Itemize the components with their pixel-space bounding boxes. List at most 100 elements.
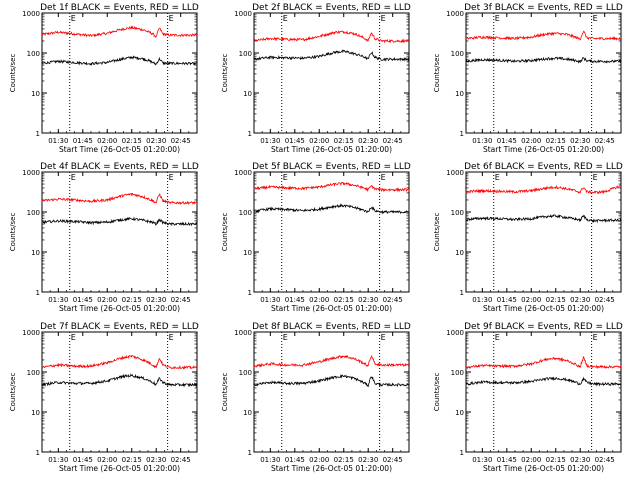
series-line-lld [253, 30, 410, 44]
x-tick-label: 01:45 [497, 296, 517, 304]
chart-panel-4: Det 4f BLACK = Events, RED = LLD Counts/s… [9, 162, 199, 313]
plot-frame [465, 12, 622, 134]
y-tick-label: 10 [243, 90, 252, 98]
chart-panel-1: Det 1f BLACK = Events, RED = LLD Counts/s… [9, 3, 199, 154]
event-marker-label: E [593, 333, 598, 342]
chart-title: Det 1f BLACK = Events, RED = LLD [40, 3, 199, 13]
chart-title: Det 4f BLACK = Events, RED = LLD [40, 162, 199, 172]
x-tick-label: 01:30 [472, 296, 492, 304]
plot-frame [41, 12, 198, 134]
chart-panel-6: Det 6f BLACK = Events, RED = LLD Counts/s… [433, 162, 623, 313]
x-tick-label: 01:45 [73, 137, 93, 145]
y-tick-label: 1000 [446, 329, 464, 337]
y-axis-label: Counts/sec [221, 54, 229, 93]
series-line-events [42, 216, 198, 227]
y-tick-label: 10 [455, 409, 464, 417]
x-tick-label: 02:00 [309, 137, 329, 145]
x-tick-label: 02:45 [171, 137, 191, 145]
x-tick-label: 02:15 [334, 137, 354, 145]
series-line-lld [465, 30, 622, 41]
y-axis-label: Counts/sec [221, 213, 229, 252]
y-tick-label: 1 [36, 449, 40, 457]
event-marker-label: E [593, 173, 598, 182]
x-tick-label: 01:30 [260, 296, 280, 304]
y-tick-label: 1 [460, 449, 464, 457]
x-tick-label: 02:45 [595, 137, 615, 145]
x-tick-label: 02:15 [546, 456, 566, 464]
event-marker-label: E [283, 173, 288, 182]
y-tick-label: 100 [239, 209, 252, 217]
x-tick-label: 02:15 [122, 137, 142, 145]
y-axis-label: Counts/sec [9, 213, 17, 252]
series-line-events [465, 56, 622, 64]
x-tick-label: 01:45 [285, 456, 305, 464]
plot-frame [253, 331, 410, 453]
y-tick-label: 10 [455, 249, 464, 257]
y-tick-label: 1 [248, 130, 252, 138]
x-tick-label: 01:45 [497, 456, 517, 464]
event-marker-label: E [71, 14, 76, 23]
y-tick-label: 100 [451, 50, 464, 58]
y-tick-label: 1 [248, 449, 252, 457]
chart-title: Det 2f BLACK = Events, RED = LLD [252, 3, 411, 13]
series-line-events [253, 49, 410, 62]
x-tick-label: 02:15 [546, 296, 566, 304]
chart-title: Det 3f BLACK = Events, RED = LLD [464, 3, 623, 13]
x-axis-label: Start Time (26-Oct-05 01:20:00) [271, 145, 392, 154]
x-tick-label: 01:30 [472, 137, 492, 145]
x-tick-label: 01:30 [48, 296, 68, 304]
event-marker-label: E [495, 173, 500, 182]
event-marker-label: E [71, 333, 76, 342]
x-tick-label: 01:45 [497, 137, 517, 145]
y-tick-label: 1 [36, 289, 40, 297]
chart-panel-8: Det 8f BLACK = Events, RED = LLD Counts/s… [221, 322, 411, 473]
x-tick-label: 02:15 [334, 296, 354, 304]
y-tick-label: 1 [36, 130, 40, 138]
chart-panel-2: Det 2f BLACK = Events, RED = LLD Counts/s… [221, 3, 411, 154]
x-tick-label: 01:30 [48, 137, 68, 145]
x-tick-label: 02:45 [383, 456, 403, 464]
y-tick-label: 1 [248, 289, 252, 297]
x-axis-label: Start Time (26-Oct-05 01:20:00) [483, 464, 604, 473]
event-marker-label: E [495, 14, 500, 23]
event-marker-label: E [169, 173, 174, 182]
y-tick-label: 10 [243, 249, 252, 257]
event-marker-label: E [381, 14, 386, 23]
x-axis-label: Start Time (26-Oct-05 01:20:00) [271, 304, 392, 313]
x-tick-label: 01:30 [260, 456, 280, 464]
y-tick-label: 100 [27, 209, 40, 217]
x-tick-label: 02:15 [122, 456, 142, 464]
x-tick-label: 02:30 [358, 137, 378, 145]
event-marker-label: E [283, 14, 288, 23]
y-tick-label: 10 [243, 409, 252, 417]
y-tick-label: 1 [460, 289, 464, 297]
x-tick-label: 02:45 [595, 296, 615, 304]
x-axis-label: Start Time (26-Oct-05 01:20:00) [59, 145, 180, 154]
series-line-events [253, 203, 410, 215]
x-tick-label: 02:30 [146, 296, 166, 304]
y-tick-label: 100 [27, 369, 40, 377]
x-tick-label: 02:00 [309, 456, 329, 464]
x-tick-label: 01:30 [260, 137, 280, 145]
x-tick-label: 02:30 [358, 296, 378, 304]
x-axis-label: Start Time (26-Oct-05 01:20:00) [271, 464, 392, 473]
x-tick-label: 01:45 [285, 296, 305, 304]
series-line-events [465, 376, 622, 387]
x-tick-label: 02:45 [383, 296, 403, 304]
x-axis-label: Start Time (26-Oct-05 01:20:00) [59, 304, 180, 313]
event-marker-label: E [169, 333, 174, 342]
x-tick-label: 02:15 [546, 137, 566, 145]
y-tick-label: 100 [239, 50, 252, 58]
plot-frame [41, 331, 198, 453]
series-line-lld [41, 193, 198, 206]
plot-frame [41, 171, 198, 293]
series-line-lld [465, 184, 622, 195]
series-line-events [41, 373, 198, 388]
y-tick-label: 100 [451, 209, 464, 217]
x-tick-label: 02:30 [358, 456, 378, 464]
event-marker-label: E [495, 333, 500, 342]
y-tick-label: 1000 [22, 329, 40, 337]
y-tick-label: 100 [451, 369, 464, 377]
chart-panel-3: Det 3f BLACK = Events, RED = LLD Counts/s… [433, 3, 623, 154]
plot-frame [253, 171, 410, 293]
